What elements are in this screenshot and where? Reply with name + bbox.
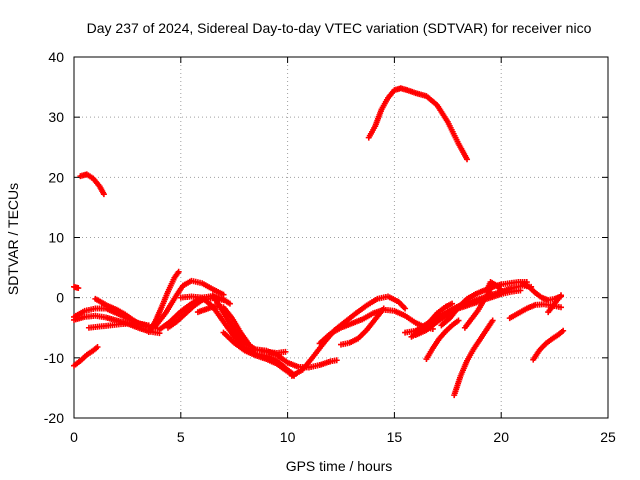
data-point: [560, 327, 567, 334]
x-tick-label: 15: [387, 429, 403, 445]
y-tick-label: 0: [56, 290, 64, 306]
series-track-2: [71, 344, 101, 369]
series-track-27: [461, 286, 494, 331]
series-track-19: [338, 305, 387, 348]
series-track-9: [152, 277, 227, 330]
y-tick-label: 40: [48, 49, 64, 65]
data-point: [380, 305, 387, 312]
data-point: [449, 300, 456, 307]
data-points: [71, 85, 567, 399]
data-point: [464, 156, 471, 163]
y-axis-label: SDTVAR / TECUs: [5, 183, 21, 295]
series-track-20: [365, 85, 471, 163]
x-tick-label: 5: [177, 429, 185, 445]
data-point: [558, 304, 565, 311]
series-track-1: [71, 283, 82, 292]
axis-ticks: 0 5 10 15 20 25 -20 -10 0 10 20 30 40: [44, 49, 616, 445]
data-point: [489, 317, 496, 324]
data-point: [282, 348, 289, 355]
data-point: [220, 297, 227, 304]
x-tick-label: 0: [70, 429, 78, 445]
series-track-26: [451, 317, 496, 399]
data-point: [517, 287, 524, 294]
grid: [74, 57, 608, 418]
data-point: [226, 300, 233, 307]
data-point: [402, 305, 409, 312]
x-tick-label: 10: [280, 429, 296, 445]
series-track-32: [545, 292, 565, 316]
series-track-3: [77, 171, 107, 198]
data-point: [498, 287, 505, 294]
chart-title: Day 237 of 2024, Sidereal Day-to-day VTE…: [87, 20, 592, 36]
series-track-15: [220, 329, 298, 379]
data-point: [455, 317, 462, 324]
y-tick-label: -20: [44, 410, 64, 426]
series-track-24: [423, 317, 462, 363]
y-tick-label: 20: [48, 169, 64, 185]
data-point: [100, 191, 107, 198]
series-track-18: [316, 306, 436, 347]
series-track-7: [85, 320, 152, 331]
series-track-6: [92, 295, 142, 327]
x-tick-label: 20: [493, 429, 509, 445]
data-point: [333, 357, 340, 364]
x-tick-label: 25: [600, 429, 616, 445]
y-tick-label: 30: [48, 109, 64, 125]
data-point: [175, 268, 182, 275]
x-axis-label: GPS time / hours: [286, 458, 393, 474]
series-track-17: [288, 293, 409, 379]
data-point: [558, 292, 565, 299]
series-track-31: [530, 327, 567, 363]
data-point: [94, 344, 101, 351]
y-tick-label: -10: [44, 350, 64, 366]
series-track-28: [483, 279, 505, 295]
data-point: [75, 285, 82, 292]
y-tick-label: 10: [48, 230, 64, 246]
